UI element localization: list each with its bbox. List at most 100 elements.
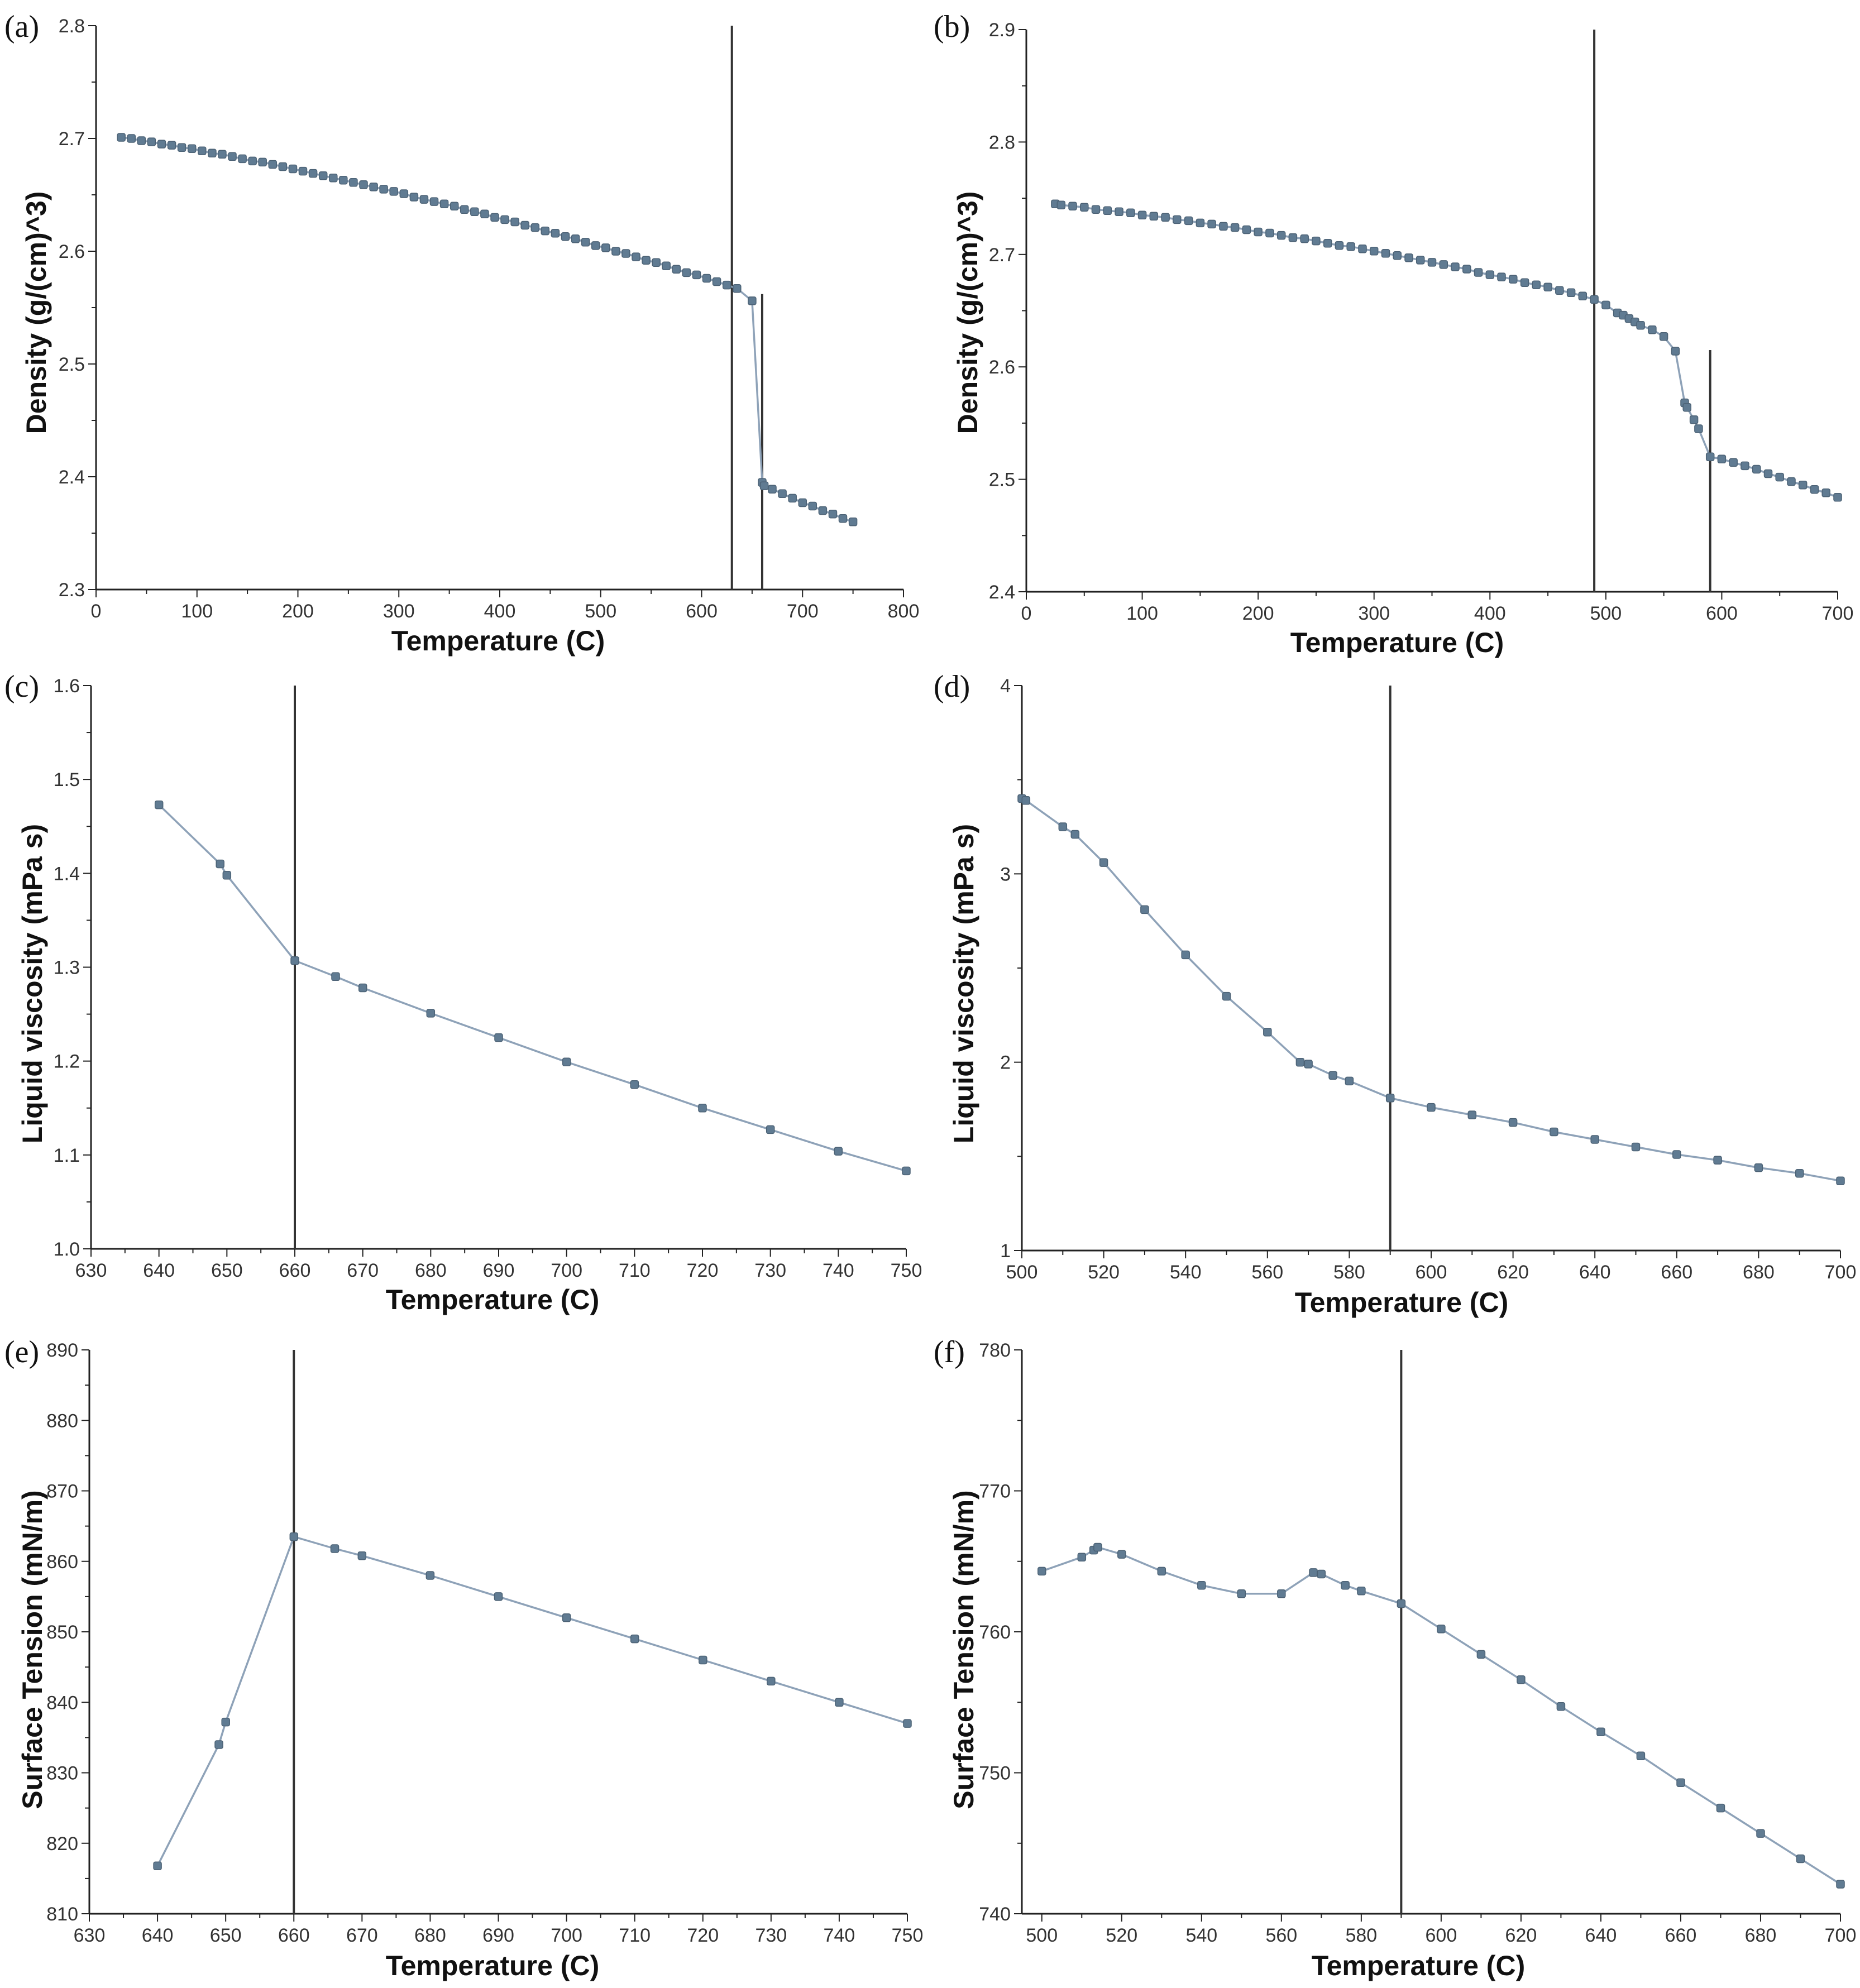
panel-c-y-tick-label: 1.0 [54, 1239, 80, 1260]
panel-d-x-tick-label: 700 [1825, 1262, 1857, 1283]
panel-d-viscosity-chart: (d) Temperature (C) Liquid viscosity (mP… [934, 669, 1856, 1318]
panel-f-x-tick-label: 560 [1265, 1925, 1297, 1946]
panel-a-x-tick-label: 300 [383, 601, 415, 622]
panel-b-data-point [1439, 260, 1448, 269]
panel-a-data-point [298, 166, 308, 176]
panel-a-data-point [768, 485, 777, 494]
panel-f-data-point [1157, 1567, 1166, 1576]
panel-f-x-tick-label: 580 [1345, 1925, 1377, 1946]
panel-b-y-tick-label: 2.9 [989, 20, 1015, 41]
panel-f-data-point [1596, 1727, 1605, 1737]
panel-b-data-point [1416, 256, 1425, 265]
panel-b-data-point [1752, 464, 1761, 474]
panel-d-x-tick-label: 600 [1416, 1262, 1447, 1283]
panel-f-surface-tension-chart: (f) Temperature (C) Surface Tension (mN/… [934, 1335, 1856, 1981]
panel-d-data-point [1295, 1057, 1305, 1067]
panel-a-data-point [460, 205, 469, 214]
panel-b-data-point [1219, 222, 1228, 231]
panel-a-data-point [778, 489, 787, 499]
panel-c-data-point [222, 870, 232, 880]
panel-d-data-point [1550, 1127, 1558, 1137]
panel-e-x-tick-label: 660 [278, 1925, 310, 1946]
panel-d-x-tick-label: 560 [1251, 1262, 1283, 1283]
panel-b-data-point [1068, 202, 1077, 210]
panel-b-data-point [1369, 247, 1379, 256]
panel-a-series-line [121, 136, 854, 523]
panel-a-y-tick-label: 2.4 [59, 467, 85, 488]
panel-f-data-point [1476, 1650, 1486, 1659]
panel-d-data-point [1070, 830, 1080, 839]
panel-a-data-point [147, 137, 156, 146]
panel-f-x-tick-label: 620 [1505, 1925, 1537, 1946]
panel-d-series-line [1021, 797, 1841, 1182]
panel-d-data-point [1345, 1076, 1354, 1086]
panel-d-data-point [1754, 1163, 1763, 1172]
panel-a-data-point [359, 180, 368, 189]
panel-c-data-point [331, 972, 340, 981]
panel-e-x-tick-label: 730 [755, 1925, 787, 1946]
panel-d-x-tick-label: 500 [1006, 1262, 1038, 1283]
panel-b-data-point [1821, 488, 1830, 497]
panel-a-data-point [329, 173, 338, 183]
panel-c-x-tick-label: 660 [279, 1260, 311, 1281]
panel-f-data-point [1796, 1854, 1805, 1864]
panel-e-data-point [630, 1634, 639, 1644]
panel-c-y-tick-label: 1.2 [54, 1051, 80, 1072]
panel-b-data-point [1161, 213, 1170, 222]
panel-c-series-line [158, 804, 907, 1172]
panel-d-data-point [1836, 1176, 1845, 1185]
panel-a-data-point [349, 178, 358, 187]
panel-a-data-point [450, 202, 459, 210]
panel-f-data-point [1309, 1568, 1318, 1577]
panel-f-y-tick-label: 780 [979, 1340, 1011, 1361]
panel-b-data-point [1393, 251, 1402, 260]
panel-a-x-tick-label: 600 [686, 601, 718, 622]
panel-b-y-axis-title: Density (g/(cm)^3) [952, 191, 983, 434]
panel-b-data-point [1555, 286, 1564, 295]
panel-a-data-point [818, 506, 828, 515]
panel-b-data-point [1184, 216, 1193, 226]
panel-c-data-point [154, 800, 164, 809]
panel-a-data-point [288, 164, 298, 174]
panel-c-data-point [630, 1080, 639, 1089]
panel-e-x-tick-label: 650 [210, 1925, 242, 1946]
panel-b-x-tick-label: 300 [1358, 603, 1390, 624]
panel-f-data-point [1117, 1550, 1126, 1559]
panel-b-data-point [1358, 244, 1367, 253]
panel-b-data-point [1207, 219, 1216, 229]
panel-b-data-point [1254, 227, 1263, 237]
panel-b-x-tick-label: 400 [1474, 603, 1506, 624]
panel-a-x-tick-label: 400 [484, 601, 516, 622]
panel-e-data-point [562, 1613, 571, 1622]
panel-a-data-point [632, 252, 640, 261]
panel-b-data-point [1729, 458, 1738, 467]
panel-a-x-tick-label: 100 [181, 601, 213, 622]
panel-d-x-tick-label: 680 [1743, 1262, 1775, 1283]
panel-e-x-tick-label: 720 [687, 1925, 719, 1946]
panel-a-data-point [838, 514, 848, 523]
panel-e-x-axis-title: Temperature (C) [386, 1950, 599, 1981]
panel-d-data-point [1795, 1168, 1804, 1178]
panel-c-y-tick-label: 1.5 [54, 769, 80, 791]
panel-e-data-point [903, 1719, 912, 1728]
panel-f-y-axis-title: Surface Tension (mN/m) [948, 1490, 979, 1809]
panel-f-data-point [1357, 1587, 1366, 1596]
panel-f-letter: (f) [934, 1335, 965, 1369]
panel-e-data-point [835, 1698, 844, 1707]
panel-f-x-tick-label: 680 [1745, 1925, 1777, 1946]
panel-f-x-tick-label: 600 [1426, 1925, 1457, 1946]
panel-a-data-point [318, 171, 328, 180]
panel-c-y-tick-label: 1.4 [54, 863, 80, 884]
panel-b-data-point [1115, 207, 1123, 217]
panel-b-data-point [1833, 493, 1842, 502]
panel-a-data-point [187, 144, 197, 153]
panel-c-x-tick-label: 750 [891, 1260, 922, 1281]
panel-a-data-point [591, 241, 600, 250]
panel-b-data-point [1265, 228, 1274, 238]
panel-b-x-tick-label: 600 [1706, 603, 1738, 624]
panel-e-y-tick-label: 890 [46, 1340, 78, 1361]
panel-c-y-tick-label: 1.3 [54, 957, 80, 979]
panel-b-data-point [1671, 347, 1680, 356]
panel-f-y-tick-label: 740 [979, 1904, 1011, 1925]
